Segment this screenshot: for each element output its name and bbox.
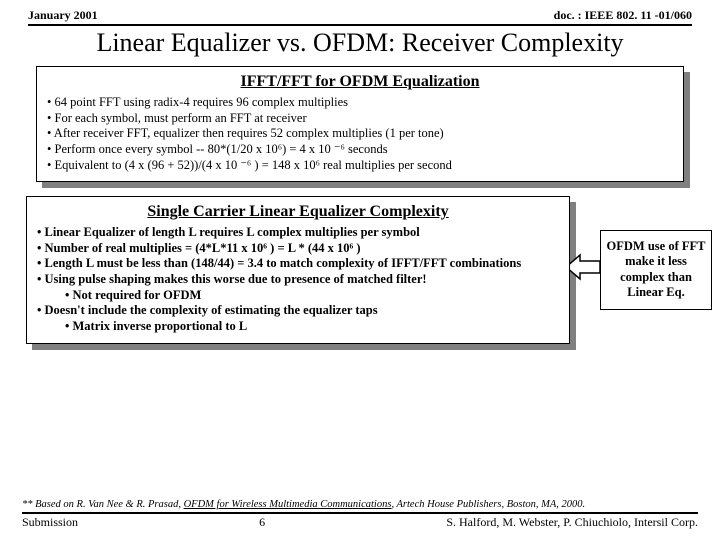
arrow-icon [570, 220, 600, 320]
footer-left: Submission [22, 515, 78, 530]
footnote-book: OFDM for Wireless Multimedia Communicati… [184, 499, 392, 510]
panel-ofdm: IFFT/FFT for OFDM Equalization • 64 poin… [36, 66, 684, 182]
footnote-suffix: , Artech House Publishers, Boston, MA, 2… [391, 499, 585, 510]
panel-linear-eq-title: Single Carrier Linear Equalizer Complexi… [37, 203, 559, 221]
bullet: • Number of real multiplies = (4*L*11 x … [37, 241, 559, 257]
bullet: • Equivalent to (4 x (96 + 52))/(4 x 10 … [47, 158, 673, 174]
bullet: • Perform once every symbol -- 80*(1/20 … [47, 142, 673, 158]
header: January 2001 doc. : IEEE 802. 11 -01/060 [0, 0, 720, 26]
bullet: • Matrix inverse proportional to L [37, 319, 559, 335]
bullet: • Doesn't include the complexity of esti… [37, 303, 559, 319]
panel-ofdm-bullets: • 64 point FFT using radix-4 requires 96… [47, 95, 673, 173]
header-date: January 2001 [28, 8, 98, 23]
panel-ofdm-title: IFFT/FFT for OFDM Equalization [47, 73, 673, 91]
footnote: ** Based on R. Van Nee & R. Prasad, OFDM… [22, 499, 698, 530]
bullet: • Not required for OFDM [37, 288, 559, 304]
footnote-prefix: ** Based on R. Van Nee & R. Prasad, [22, 499, 184, 510]
bullet: • After receiver FFT, equalizer then req… [47, 126, 673, 142]
page-title: Linear Equalizer vs. OFDM: Receiver Comp… [0, 28, 720, 58]
header-doc: doc. : IEEE 802. 11 -01/060 [554, 8, 692, 23]
bullet: • Linear Equalizer of length L requires … [37, 225, 559, 241]
footer-right: S. Halford, M. Webster, P. Chiuchiolo, I… [446, 515, 698, 530]
callout-box: OFDM use of FFT make it less complex tha… [600, 230, 712, 311]
panel-linear-eq: Single Carrier Linear Equalizer Complexi… [26, 196, 570, 343]
bullet: • Using pulse shaping makes this worse d… [37, 272, 559, 288]
panel-linear-eq-bullets: • Linear Equalizer of length L requires … [37, 225, 559, 334]
bullet: • For each symbol, must perform an FFT a… [47, 111, 673, 127]
footer-page: 6 [259, 515, 265, 530]
bullet: • Length L must be less than (148/44) = … [37, 256, 559, 272]
bullet: • 64 point FFT using radix-4 requires 96… [47, 95, 673, 111]
